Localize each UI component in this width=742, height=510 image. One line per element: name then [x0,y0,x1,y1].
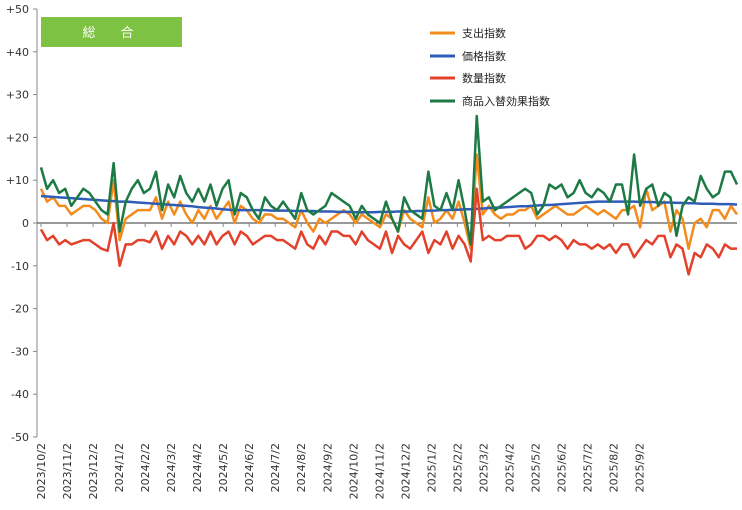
y-tick-label: +10 [6,174,29,187]
y-tick-label: +40 [6,46,29,59]
category-badge: 総 合 [41,17,182,47]
y-axis: +50 +40 +30 +20 +10 0 -10 -20 -30 -40 -50 [6,3,38,444]
x-tick-label: 2024/2/2 [139,443,152,492]
legend-item-price: 価格指数 [430,49,506,63]
x-tick-label: 2023/11/2 [61,443,74,499]
x-tick-label: 2025/5/2 [530,443,543,492]
x-tick-label: 2025/4/2 [503,443,516,492]
x-tick-label: 2024/5/2 [217,443,230,492]
x-tick-label: 2024/12/2 [399,443,412,499]
x-tick-label: 2024/11/2 [373,443,386,499]
x-tick-label: 2025/7/2 [582,443,595,492]
series-line-quantity [39,187,737,276]
y-tick-label: -50 [11,431,29,444]
category-badge-box [41,17,182,47]
x-tick-label: 2025/1/2 [425,443,438,492]
category-badge-label: 総 合 [82,26,139,41]
legend-item-expenditure: 支出指数 [430,26,506,40]
legend-item-substitution: 商品入替効果指数 [430,94,550,108]
y-tick-label: -20 [11,303,29,316]
legend: 支出指数 価格指数 数量指数 商品入替効果指数 [430,26,550,108]
x-tick-label: 2025/8/2 [608,443,621,492]
x-tick-label: 2024/10/2 [347,443,360,499]
x-tick-label: 2025/2/2 [451,443,464,492]
y-tick-label: 0 [22,217,29,230]
legend-label-substitution: 商品入替効果指数 [462,94,550,108]
y-tick-label: -10 [11,260,29,273]
series-layer [39,114,739,276]
x-tick-label: 2024/7/2 [269,443,282,492]
x-tick-label: 2024/9/2 [321,443,334,492]
legend-item-quantity: 数量指数 [430,71,506,85]
x-tick-label: 2024/4/2 [191,443,204,492]
x-tick-label: 2023/12/2 [87,443,100,499]
legend-label-expenditure: 支出指数 [462,26,506,40]
series-line-substitution [39,114,739,246]
x-tick-label: 2024/8/2 [295,443,308,492]
x-tick-label: 2024/1/2 [113,443,126,492]
x-tick-label: 2023/10/2 [35,443,48,499]
x-tick-label: 2025/9/2 [634,443,647,492]
legend-label-quantity: 数量指数 [462,71,506,85]
series-line-expenditure [39,153,739,250]
x-tick-label: 2024/3/2 [165,443,178,492]
x-tick-label: 2025/6/2 [556,443,569,492]
y-tick-label: +30 [6,89,29,102]
x-tick-label: 2024/6/2 [243,443,256,492]
x-tick-label: 2025/3/2 [477,443,490,492]
legend-label-price: 価格指数 [462,49,506,63]
y-tick-label: +50 [6,3,29,16]
y-tick-label: +20 [6,131,29,144]
x-axis: 2023/10/2 2023/11/2 2023/12/2 2024/1/2 2024/… [35,222,737,499]
y-tick-label: -40 [11,388,29,401]
y-tick-label: -30 [11,345,29,358]
